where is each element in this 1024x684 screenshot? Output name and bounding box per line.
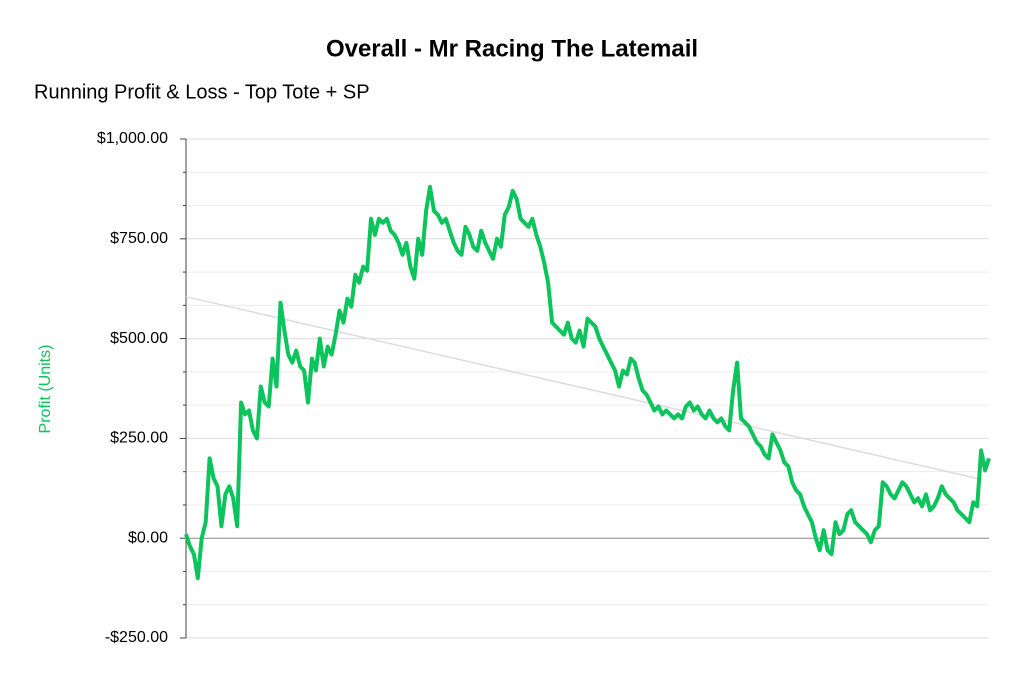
y-tick-label: $500.00 [110, 330, 168, 347]
chart-title: Overall - Mr Racing The Latemail [326, 35, 698, 62]
y-tick-label: $0.00 [128, 529, 168, 546]
line-series [184, 184, 991, 581]
trend-line [185, 295, 981, 480]
y-tick-label: $250.00 [110, 430, 168, 447]
y-axis-label: Profit (Units) [37, 345, 54, 434]
y-tick-label: $1,000.00 [97, 130, 168, 147]
y-tick-label: $750.00 [110, 230, 168, 247]
chart-subtitle: Running Profit & Loss - Top Tote + SP [34, 81, 370, 103]
y-tick-label: -$250.00 [105, 629, 168, 646]
